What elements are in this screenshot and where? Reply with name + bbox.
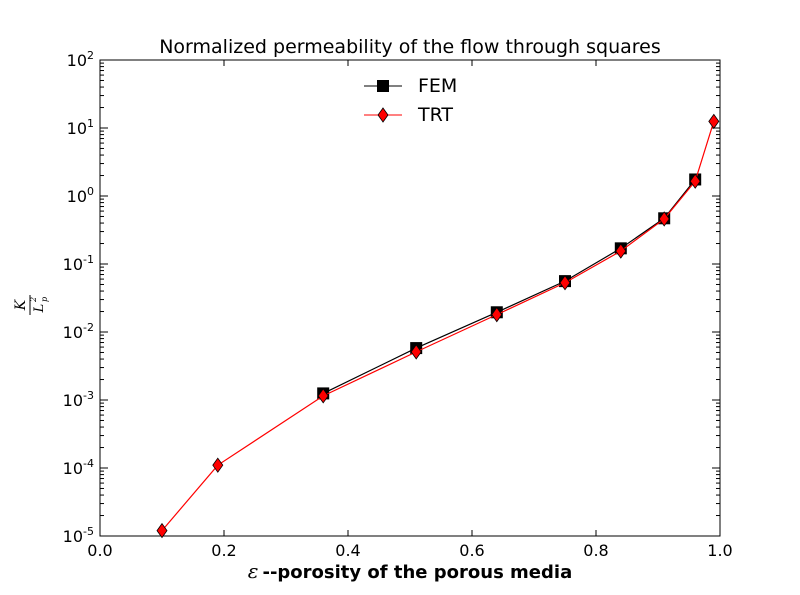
legend-marker-trt <box>377 107 389 123</box>
y-axis-label: K L 2 p <box>13 295 49 315</box>
y-tick-label: 10-4 <box>63 457 94 478</box>
legend-marker-fem <box>377 80 389 92</box>
x-tick-label: 0.6 <box>459 541 484 560</box>
data-point-trt <box>212 457 224 473</box>
x-axis-label-text: --porosity of the porous media <box>262 562 572 583</box>
chart-title: Normalized permeability of the flow thro… <box>159 36 661 58</box>
y-axis-label-denominator: L <box>32 304 47 314</box>
y-tick-label: 10-3 <box>63 389 94 410</box>
x-tick-label: 0.0 <box>87 541 112 560</box>
y-axis-label-exponent: 2 <box>29 297 38 303</box>
plot-frame <box>99 59 721 537</box>
series-layer <box>156 113 720 539</box>
data-point-trt <box>559 275 571 291</box>
x-tick-label: 1.0 <box>707 541 732 560</box>
series-line-trt <box>161 121 715 532</box>
data-point-trt <box>156 522 168 539</box>
x-tick-label: 0.2 <box>211 541 236 560</box>
data-point-trt <box>317 388 329 404</box>
legend-label-fem: FEM <box>418 75 457 97</box>
y-tick-label: 10-5 <box>63 525 94 546</box>
y-tick-label: 102 <box>67 49 94 70</box>
y-tick-label: 10-2 <box>63 321 94 342</box>
data-point-trt <box>491 306 503 323</box>
legend-label-trt: TRT <box>417 104 453 126</box>
x-tick-label: 0.8 <box>583 541 608 560</box>
y-tick-label: 10-1 <box>63 253 94 274</box>
data-point-trt <box>410 344 422 360</box>
x-axis-label-symbol: ε <box>248 559 259 583</box>
y-tick-label: 100 <box>67 185 94 206</box>
data-point-trt <box>708 113 720 130</box>
legend: FEM TRT <box>364 75 457 126</box>
plot-area <box>99 59 721 537</box>
y-tick-label: 101 <box>67 117 94 138</box>
x-axis-label: ε --porosity of the porous media <box>248 559 572 583</box>
data-point-trt <box>689 173 701 189</box>
data-point-trt <box>615 243 627 259</box>
x-tick-label: 0.4 <box>335 541 360 560</box>
y-axis-label-numerator: K <box>13 298 29 311</box>
y-axis-label-subscript: p <box>40 297 49 302</box>
axis-ticks: 0.0 0.2 0.4 0.6 0.8 1.0 10-5 10-4 10-3 10-2 10-1 10… <box>63 49 733 560</box>
data-point-trt <box>658 211 670 227</box>
